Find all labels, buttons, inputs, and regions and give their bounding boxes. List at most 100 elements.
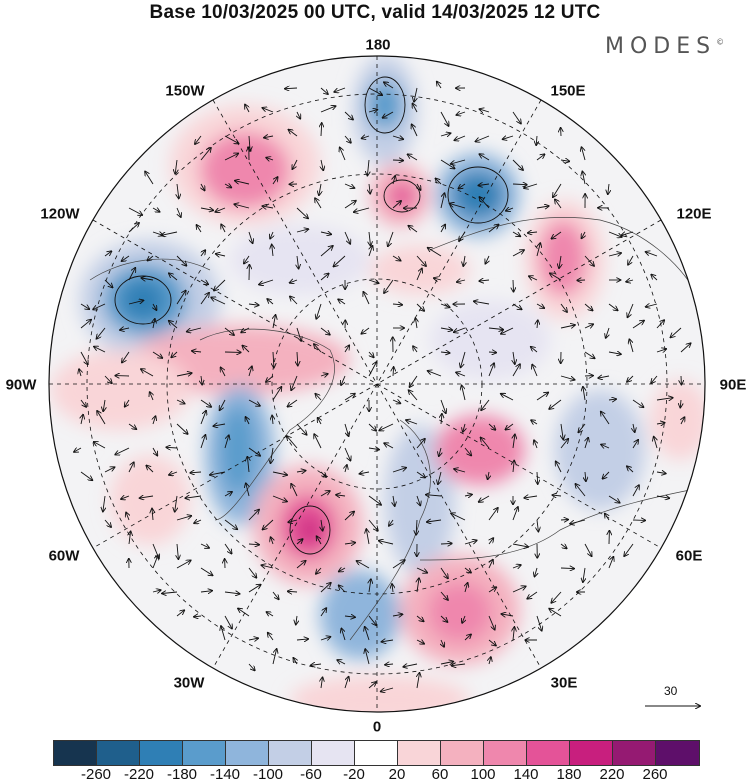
lon-label-150e: 150E — [550, 82, 586, 100]
wind-vector — [339, 585, 346, 593]
wind-vector — [456, 112, 466, 115]
wind-vector — [608, 183, 609, 194]
wind-vector — [145, 172, 154, 185]
wind-vector — [104, 279, 113, 287]
wind-vector — [128, 462, 134, 473]
wind-vector — [680, 343, 691, 353]
wind-vector — [454, 135, 466, 140]
wind-vector — [553, 183, 562, 197]
wind-vector — [416, 255, 426, 266]
wind-vector — [582, 172, 585, 185]
wind-vector — [126, 513, 129, 521]
wind-vector — [152, 208, 160, 212]
wind-vector — [221, 367, 226, 377]
wind-vector — [104, 375, 112, 383]
wind-vector — [320, 274, 329, 281]
wind-vector — [501, 394, 514, 401]
wind-vector — [246, 483, 249, 497]
wind-vector — [176, 373, 192, 376]
wind-vector — [464, 495, 472, 497]
lon-label-0: 0 — [372, 718, 382, 736]
wind-vector — [368, 362, 377, 377]
wind-vector — [246, 417, 250, 425]
wind-vector — [201, 183, 205, 190]
wind-vector — [271, 447, 274, 463]
wind-vector — [440, 662, 453, 665]
colorbar-tick-label: 60 — [431, 766, 449, 783]
wind-vector — [234, 204, 250, 209]
colorbar-swatch — [441, 741, 484, 765]
wind-vector — [270, 231, 273, 239]
colorbar-tick-label: -180 — [166, 766, 198, 783]
wind-vector — [296, 327, 301, 341]
wind-vector — [259, 279, 274, 285]
wind-vector — [440, 591, 448, 600]
colorbar-swatch — [570, 741, 613, 765]
wind-vector — [369, 246, 373, 257]
wind-vector — [272, 177, 278, 185]
wind-vector — [450, 204, 466, 209]
wind-vector — [146, 466, 154, 473]
wind-vector — [622, 232, 634, 235]
wind-vector — [392, 468, 406, 473]
wind-vector — [464, 447, 471, 456]
wind-vector — [288, 520, 298, 522]
map-border — [48, 55, 706, 713]
wind-vector — [489, 538, 493, 545]
wind-vector — [416, 640, 424, 644]
wind-vector — [389, 519, 393, 526]
wind-vector — [297, 111, 300, 119]
wind-vector — [458, 183, 466, 189]
wind-vector — [608, 399, 616, 400]
wind-vector — [177, 207, 181, 217]
wind-vector — [296, 207, 308, 218]
wind-vector — [584, 303, 593, 311]
wind-vector — [321, 519, 323, 531]
wind-vector — [439, 447, 441, 456]
wind-vector — [320, 327, 330, 335]
wind-vector — [454, 469, 466, 472]
wind-vector — [266, 375, 274, 382]
wind-vector — [601, 445, 610, 449]
wind-vector — [512, 303, 522, 309]
wind-vector — [245, 105, 249, 113]
wind-vector — [176, 255, 186, 266]
wind-vector — [272, 245, 273, 257]
wind-vector — [311, 664, 322, 665]
wind-vector — [415, 318, 417, 329]
colorbar-tick-label: -100 — [252, 766, 284, 783]
wind-vector — [354, 207, 370, 212]
wind-vector — [344, 394, 355, 401]
wind-vector — [536, 304, 544, 308]
wind-vector — [488, 328, 503, 330]
wind-vector — [524, 496, 538, 498]
wind-vector — [489, 657, 491, 665]
wind-vector — [152, 447, 157, 456]
wind-vector — [104, 519, 111, 527]
wind-vector — [560, 544, 567, 548]
wind-vector — [436, 179, 442, 185]
colorbar-swatch — [269, 741, 312, 765]
wind-vector — [200, 544, 209, 548]
wind-vector — [176, 560, 191, 569]
wind-vector — [320, 583, 331, 593]
wind-vector — [393, 495, 395, 506]
wind-vector — [267, 612, 274, 616]
wind-vector — [384, 443, 394, 449]
wind-vector — [291, 484, 298, 497]
wind-vector — [451, 159, 466, 164]
wind-vector — [413, 104, 418, 113]
wind-vector — [680, 399, 681, 408]
wind-vector — [440, 133, 451, 136]
lon-label-120w: 120W — [40, 205, 80, 223]
wind-vector — [537, 471, 538, 484]
wind-vector — [320, 471, 326, 477]
wind-vector — [152, 590, 161, 592]
wind-vector — [81, 415, 83, 425]
wind-vector — [162, 592, 178, 594]
wind-vector — [656, 349, 666, 352]
wind-vector — [440, 399, 446, 413]
wind-vector — [176, 610, 184, 617]
colorbar-swatch — [484, 741, 527, 765]
